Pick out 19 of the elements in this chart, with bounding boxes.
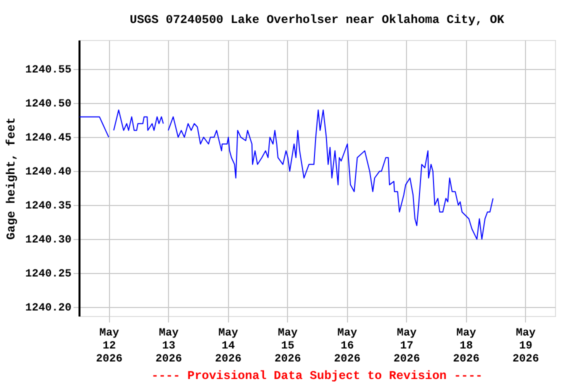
text: ---- Provisional Data Subject to Revision ---- — [151, 369, 483, 383]
x-tick-label: May 13 2026 — [156, 328, 182, 366]
x-tick-label: May 17 2026 — [394, 328, 420, 366]
y-tick-label: 1240.40 — [25, 166, 72, 179]
y-tick-label: 1240.55 — [25, 64, 72, 77]
chart-title: USGS 07240500 Lake Overholser near Oklahoma City, OK — [130, 13, 506, 27]
y-tick-label: 1240.35 — [25, 200, 72, 213]
y-tick-label: 1240.45 — [25, 132, 72, 145]
x-tick-label: May 16 2026 — [334, 328, 360, 366]
y-tick-label: 1240.30 — [25, 234, 72, 247]
x-tick-label: May 18 2026 — [453, 328, 480, 366]
y-tick-label: 1240.20 — [25, 302, 72, 315]
x-tick-label: May 12 2026 — [96, 328, 122, 366]
y-axis-title: Gage height, feet — [4, 117, 18, 240]
y-tick-label: 1240.50 — [25, 98, 72, 111]
y-tick-label: 1240.25 — [25, 268, 72, 281]
x-tick-label: May 19 2026 — [512, 328, 539, 366]
x-tick-label: May 15 2026 — [274, 328, 301, 366]
x-tick-label: May 14 2026 — [215, 328, 242, 366]
